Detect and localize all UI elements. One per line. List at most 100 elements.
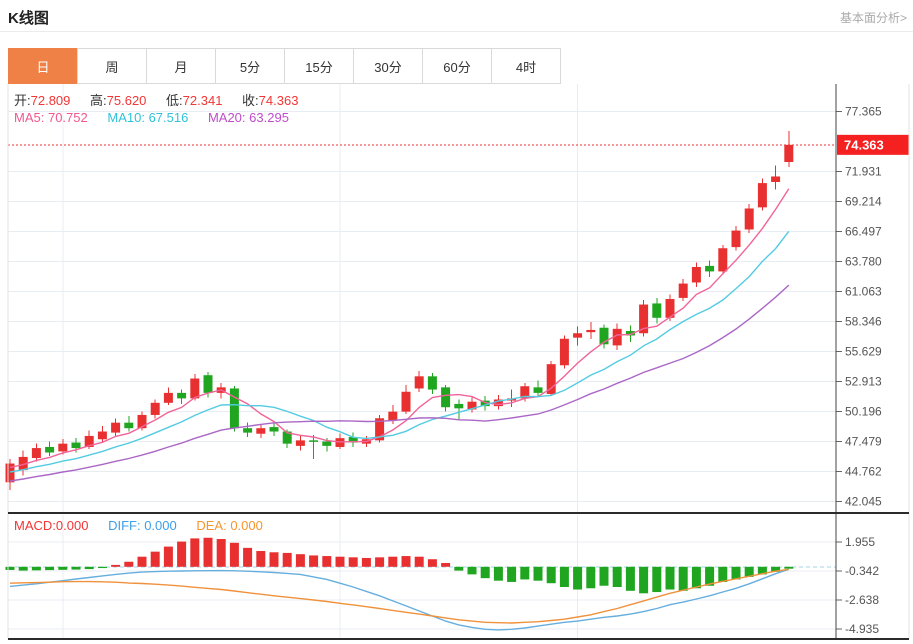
candle-body [348,437,358,443]
macd-histogram-bar [150,551,160,567]
candle-body [612,328,622,346]
candle-body [5,463,15,483]
candle-body [97,431,107,440]
fundamental-analysis-link[interactable]: 基本面分析> [839,11,907,25]
tab-60min[interactable]: 60分 [422,48,492,84]
macd-histogram-bar [375,557,385,567]
candle-body [137,414,147,429]
candle-body [282,431,292,444]
y-axis-tick-label: 77.365 [845,105,882,119]
candle-body [744,208,754,230]
macd-histogram-bar [335,556,345,567]
ma20-readout: MA20: 63.295 [207,110,289,125]
macd-histogram-bar [190,538,200,567]
y-axis-tick-label: 69.214 [845,195,882,209]
tab-15min[interactable]: 15分 [284,48,354,84]
macd-histogram-bar [454,566,464,571]
candle-body [784,144,794,163]
macd-histogram-bar [744,566,754,577]
macd-histogram-bar [348,557,358,567]
diff-line [9,568,790,631]
macd-histogram-bar [309,555,319,567]
candle-body [203,375,213,393]
ma20-line [9,284,790,482]
y-axis-tick-label: 1.955 [845,535,875,549]
macd-histogram-bar [678,566,688,591]
candle-body [718,248,728,272]
macd-histogram-bar [18,566,28,571]
macd-histogram-bar [639,566,649,594]
y-axis-tick-label: 71.931 [845,165,882,179]
y-axis-tick-label: 44.762 [845,465,882,479]
candle-body [84,435,94,447]
macd-histogram-bar [177,541,187,567]
macd-histogram-bar [480,566,490,579]
macd-histogram-bar [533,566,543,581]
candle-body [573,333,583,338]
macd-histogram-bar [757,566,767,575]
macd-histogram-bar [124,561,134,567]
macd-histogram-bar [546,566,556,584]
y-axis-tick-label: 58.346 [845,315,882,329]
candle-body [731,230,741,248]
macd-histogram-bar [731,566,741,580]
macd-histogram-bar [665,566,675,590]
candle-body [229,388,239,429]
candle-body [639,304,649,334]
macd-histogram-bar [705,566,715,586]
macd-histogram-bar [45,566,55,571]
macd-histogram-bar [573,566,583,590]
macd-histogram-bar [111,564,121,567]
candle-body [599,327,609,345]
macd-histogram-bar [691,566,701,589]
macd-histogram-bar [31,566,41,571]
macd-histogram-bar [256,551,266,567]
candle-body [467,401,477,410]
candle-body [691,266,701,283]
candle-body [124,422,134,429]
period-tabs: 日 周 月 5分 15分 30分 60分 4时 [8,48,561,84]
ma10-readout: MA10: 67.516 [107,110,189,125]
macd-histogram-bar [718,566,728,582]
candle-body [58,443,68,452]
candle-body [322,441,332,446]
candle-body [414,376,424,389]
macd-histogram-bar [467,566,477,575]
candle-body [256,428,266,434]
diff-value-readout: DIFF: 0.000 [108,518,177,533]
tab-4hour[interactable]: 4时 [491,48,561,84]
dea-line [9,568,789,624]
macd-histogram-bar [599,566,609,586]
page-title: K线图 [8,10,49,27]
candle-body [269,427,279,432]
macd-histogram-bar [163,546,173,567]
macd-histogram-bar [203,537,213,567]
candle-body [520,386,530,399]
tab-30min[interactable]: 30分 [353,48,423,84]
macd-histogram-bar [295,554,305,567]
tab-5min[interactable]: 5分 [215,48,285,84]
y-axis-tick-label: 50.196 [845,405,882,419]
macd-histogram-bar [282,552,292,567]
current-price-tag-label: 74.363 [844,137,884,152]
macd-histogram-bar [71,566,81,570]
tab-month[interactable]: 月 [146,48,216,84]
macd-histogram-bar [414,556,424,567]
macd-histogram-bar [229,542,239,567]
candle-body [705,265,715,272]
macd-histogram-bar [493,566,503,581]
tab-week[interactable]: 周 [77,48,147,84]
y-axis-tick-label: 52.913 [845,375,882,389]
macd-histogram-bar [388,556,398,567]
candle-body [771,176,781,182]
tab-day[interactable]: 日 [8,48,78,84]
macd-histogram-bar [97,566,107,569]
candle-body [243,428,253,433]
candle-body [163,392,173,403]
macd-histogram-bar [507,566,517,582]
candle-body [546,364,556,394]
candle-body [45,446,55,453]
candle-body [625,331,635,336]
macd-histogram-bar [652,566,662,593]
y-axis-tick-label: -4.935 [845,622,879,636]
